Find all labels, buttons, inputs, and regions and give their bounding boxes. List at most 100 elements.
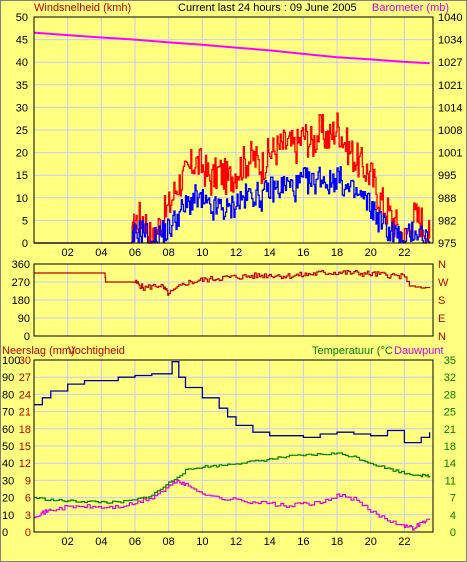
barometer-tick-label: 982 bbox=[438, 215, 456, 227]
dewpoint-axis-label: Dauwpunt bbox=[394, 345, 444, 357]
temperature-tick-label: 28 bbox=[444, 389, 456, 401]
wind-tick-label: 10 bbox=[16, 193, 28, 205]
compass-tick-label: S bbox=[438, 295, 445, 307]
temperature-tick-label: 25 bbox=[444, 407, 456, 419]
direction-tick-label: 360 bbox=[12, 259, 30, 271]
temperature-tick-label: 35 bbox=[444, 355, 456, 367]
humidity-tick-label: 40 bbox=[2, 458, 14, 470]
barometer-tick-label: 1014 bbox=[438, 102, 462, 114]
precipitation-tick-label: 21 bbox=[19, 407, 31, 419]
temperature-tick-label: 14 bbox=[444, 458, 456, 470]
wind-average-line bbox=[34, 166, 431, 244]
wind-axis-label: Windsnelheid (kmh) bbox=[34, 2, 131, 14]
humidity-tick-label: 100 bbox=[2, 355, 20, 367]
x-tick-label: 16 bbox=[297, 536, 309, 548]
precipitation-tick-label: 27 bbox=[19, 372, 31, 384]
barometer-tick-label: 1034 bbox=[438, 35, 462, 47]
temperature-line bbox=[34, 452, 431, 504]
temperature-tick-label: 21 bbox=[444, 424, 456, 436]
x-tick-label: 06 bbox=[129, 247, 141, 259]
wind-panel-frame bbox=[33, 16, 434, 244]
wind-tick-label: 15 bbox=[16, 170, 28, 182]
humidity-tick-label: 20 bbox=[2, 493, 14, 505]
wind-tick-label: 5 bbox=[22, 215, 28, 227]
temperature-tick-label: 0 bbox=[450, 527, 456, 539]
compass-tick-label: E bbox=[438, 313, 445, 325]
direction-tick-label: 90 bbox=[18, 313, 30, 325]
wind-tick-label: 45 bbox=[16, 35, 28, 47]
humidity-tick-label: 60 bbox=[2, 424, 14, 436]
humidity-tick-label: 10 bbox=[2, 510, 14, 522]
wind-direction-line bbox=[34, 269, 431, 296]
x-tick-label: 06 bbox=[129, 536, 141, 548]
barometer-tick-label: 1021 bbox=[438, 80, 462, 92]
x-tick-label: 22 bbox=[398, 247, 410, 259]
humidity-panel-frame bbox=[33, 359, 434, 533]
humidity-axis-label: Vochtigheid bbox=[68, 345, 125, 357]
temperature-tick-label: 4 bbox=[450, 510, 456, 522]
direction-panel-frame bbox=[33, 263, 434, 337]
wind-tick-label: 30 bbox=[16, 102, 28, 114]
x-tick-label: 10 bbox=[196, 247, 208, 259]
x-tick-label: 08 bbox=[163, 247, 175, 259]
barometer-tick-label: 1008 bbox=[438, 125, 462, 137]
precipitation-tick-label: 18 bbox=[19, 424, 31, 436]
precipitation-tick-label: 3 bbox=[25, 510, 31, 522]
x-tick-label: 08 bbox=[163, 536, 175, 548]
barometer-tick-label: 995 bbox=[438, 170, 456, 182]
wind-tick-label: 40 bbox=[16, 57, 28, 69]
wind-gust-line bbox=[34, 112, 431, 244]
wind-tick-label: 0 bbox=[22, 238, 28, 250]
temperature-tick-label: 18 bbox=[444, 441, 456, 453]
barometer-line bbox=[33, 31, 430, 65]
x-tick-label: 16 bbox=[297, 247, 309, 259]
precipitation-tick-label: 0 bbox=[25, 527, 31, 539]
compass-tick-label: N bbox=[438, 331, 446, 343]
humidity-tick-label: 80 bbox=[2, 389, 14, 401]
barometer-tick-label: 975 bbox=[438, 238, 456, 250]
dewpoint-line bbox=[34, 479, 431, 531]
humidity-tick-label: 30 bbox=[2, 475, 14, 487]
barometer-axis-label: Barometer (mb) bbox=[372, 2, 449, 14]
barometer-tick-label: 1001 bbox=[438, 148, 462, 160]
precipitation-axis-label: Neerslag (mm) bbox=[2, 345, 75, 357]
compass-tick-label: N bbox=[438, 259, 446, 271]
precipitation-tick-label: 15 bbox=[19, 441, 31, 453]
x-tick-label: 18 bbox=[331, 536, 343, 548]
temperature-tick-label: 7 bbox=[450, 493, 456, 505]
precipitation-tick-label: 12 bbox=[19, 458, 31, 470]
precipitation-tick-label: 24 bbox=[19, 389, 31, 401]
x-tick-label: 20 bbox=[365, 536, 377, 548]
temperature-tick-label: 11 bbox=[445, 475, 456, 487]
wind-tick-label: 20 bbox=[16, 148, 28, 160]
barometer-tick-label: 988 bbox=[438, 193, 456, 205]
barometer-tick-label: 1027 bbox=[438, 57, 462, 69]
humidity-tick-label: 90 bbox=[2, 372, 14, 384]
x-tick-label: 10 bbox=[196, 536, 208, 548]
compass-tick-label: W bbox=[438, 277, 449, 289]
direction-tick-label: 0 bbox=[24, 331, 30, 343]
x-tick-label: 14 bbox=[264, 247, 276, 259]
humidity-tick-label: 0 bbox=[2, 527, 8, 539]
chart-title: Current last 24 hours : 09 June 2005 bbox=[178, 2, 357, 14]
x-tick-label: 02 bbox=[62, 247, 74, 259]
precipitation-tick-label: 6 bbox=[25, 493, 31, 505]
x-tick-label: 12 bbox=[230, 536, 242, 548]
x-tick-label: 04 bbox=[95, 247, 107, 259]
precipitation-tick-label: 9 bbox=[25, 475, 31, 487]
humidity-line bbox=[34, 361, 431, 444]
wind-tick-label: 35 bbox=[16, 80, 28, 92]
humidity-tick-label: 50 bbox=[2, 441, 14, 453]
temperature-axis-label: Temperatuur (°C bbox=[312, 345, 393, 357]
x-tick-label: 02 bbox=[62, 536, 74, 548]
humidity-tick-label: 70 bbox=[2, 407, 14, 419]
x-tick-label: 12 bbox=[230, 247, 242, 259]
direction-tick-label: 270 bbox=[12, 277, 30, 289]
x-tick-label: 20 bbox=[365, 247, 377, 259]
x-tick-label: 04 bbox=[95, 536, 107, 548]
x-tick-label: 22 bbox=[398, 536, 410, 548]
wind-tick-label: 50 bbox=[16, 12, 28, 24]
precipitation-tick-label: 30 bbox=[19, 355, 31, 367]
